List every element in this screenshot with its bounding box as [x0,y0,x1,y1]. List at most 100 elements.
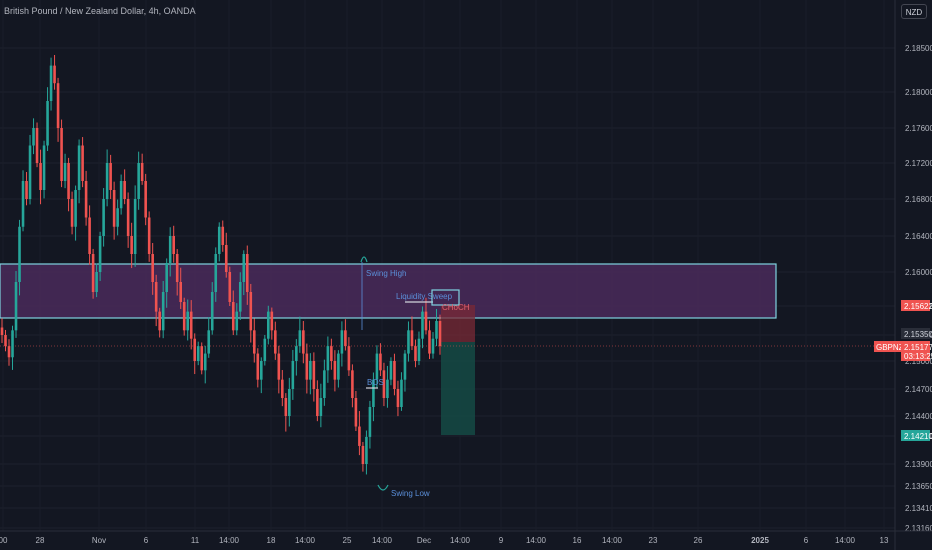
time-tick-label: 14:00 [219,536,240,545]
candle-body [291,361,295,389]
candle-body [267,311,270,339]
time-tick-label: 6 [144,536,149,545]
time-tick-label: 14:00 [295,536,316,545]
candle-body [126,199,130,236]
time-tick-label: 9 [499,536,504,545]
candle-body [396,389,400,407]
time-tick-label: Nov [92,536,106,545]
candle-body [172,236,175,254]
candle-body [158,311,161,331]
price-tick-label: 2.13650 [905,482,932,491]
price-tick-label: 2.16000 [905,268,932,277]
candle-body [119,181,123,209]
candle-body [18,226,21,282]
candle-body [431,338,435,354]
swing-high-marker [360,256,368,263]
supply-zone-rect[interactable] [0,263,777,319]
candle-body [252,330,256,354]
time-tick-label: 13 [880,536,889,545]
candle-body [407,330,410,354]
candle-body [259,361,263,380]
candle-body [7,346,11,358]
take-profit-area[interactable] [441,342,475,435]
candle-body [105,163,109,199]
price-tick-label: 2.14400 [905,412,932,421]
current-price-tag-text: 2.15177 [904,343,932,352]
candle-body [193,338,197,361]
candle-body [221,226,225,245]
price-tick-label: 2.18500 [905,44,932,53]
countdown-text: 03:13:25 [904,352,932,361]
candle-body [84,181,88,218]
swing-low-marker [377,484,389,491]
time-tick-label: 00 [0,536,8,545]
candle-body [235,311,239,331]
candle-body [288,389,291,416]
candle-body [130,236,133,254]
candle-body [316,389,319,416]
candle-body [333,361,337,380]
price-tags: 2.15622 2.15350 GBPNZD 2.15177 03:13:25 … [874,300,932,441]
price-tick-label: 2.16800 [905,195,932,204]
candle-body [340,330,344,354]
stop-loss-area[interactable] [441,305,475,342]
currency-button[interactable]: NZD [901,4,927,19]
candle-body [256,353,260,380]
candle-body [428,330,431,354]
candle-body [231,302,235,331]
candle-body [39,163,42,190]
time-tick-label: 18 [267,536,276,545]
candle-body [165,263,168,292]
price-axis[interactable]: 2.18500 2.18000 2.17600 2.17200 2.16800 2.164… [894,0,932,550]
chart-title: British Pound / New Zealand Dollar, 4h, … [4,6,196,16]
candle-body [53,65,56,84]
candle-body [175,254,179,282]
choch-label: CHoCH [442,303,470,312]
candle-body [144,181,147,218]
last-close-tag [901,328,930,339]
candle-body [238,282,242,312]
candle-body [63,163,67,181]
candle-body [214,254,218,292]
position-tool[interactable] [441,305,475,435]
time-tick-label: 25 [343,536,352,545]
time-tick-label: 14:00 [526,536,547,545]
candle-body [25,181,28,199]
annotations: Swing High Swing Low Liquidity Sweep CHo… [360,256,470,498]
candle-body [77,145,81,190]
candle-body [344,330,347,347]
candle-body [35,128,39,163]
supply-zone[interactable] [0,263,777,319]
symbol-tag [874,341,901,352]
price-tick-label: 2.14700 [905,385,932,394]
candle-body [21,181,25,227]
candle-body [361,445,365,464]
candle-body [88,217,91,254]
candle-body [298,330,302,347]
time-tick-label: 26 [694,536,703,545]
candle-body [112,190,116,227]
candle-body [186,311,190,331]
candle-body [224,245,228,272]
candle-body [245,254,249,292]
candles [0,54,442,475]
candle-body [400,379,403,407]
time-axis[interactable]: 00 28 Nov 6 11 14:00 18 14:00 25 14:00 Dec 14:00 9 14… [0,530,932,545]
candle-body [421,311,424,339]
candle-body [109,163,112,190]
bos-label: BOS [367,378,384,387]
candle-body [319,398,323,416]
candle-body [382,370,386,398]
candle-body [365,436,368,464]
candle-body [435,320,438,339]
candle-body [182,302,186,331]
sweep-box[interactable] [431,289,460,306]
candle-body [386,379,389,398]
candle-body [196,346,200,361]
time-tick-label: Dec [417,536,431,545]
candle-body [228,272,232,302]
candle-body [393,361,396,389]
candle-body [140,163,144,181]
candle-body [42,145,46,190]
